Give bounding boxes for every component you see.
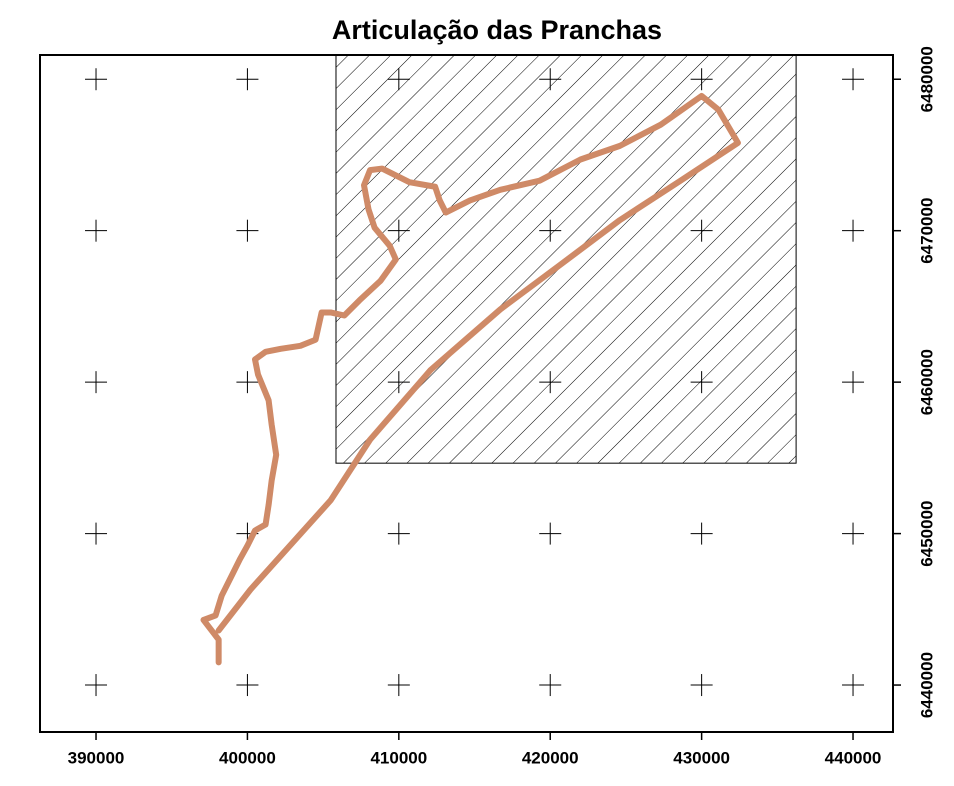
x-tick-label: 440000 xyxy=(825,748,882,767)
y-tick-label: 6450000 xyxy=(917,501,936,567)
x-tick-label: 420000 xyxy=(522,748,579,767)
x-tick-label: 410000 xyxy=(370,748,427,767)
route-outline xyxy=(200,92,741,666)
x-tick-label: 390000 xyxy=(68,748,125,767)
y-tick-label: 6480000 xyxy=(917,46,936,112)
x-tick-label: 400000 xyxy=(219,748,276,767)
y-tick-label: 6470000 xyxy=(917,198,936,264)
chart-title: Articulação das Pranchas xyxy=(332,15,662,45)
x-tick-label: 430000 xyxy=(673,748,730,767)
plot-frame xyxy=(39,54,894,733)
y-tick-label: 6440000 xyxy=(917,652,936,718)
y-tick-label: 6460000 xyxy=(917,349,936,415)
